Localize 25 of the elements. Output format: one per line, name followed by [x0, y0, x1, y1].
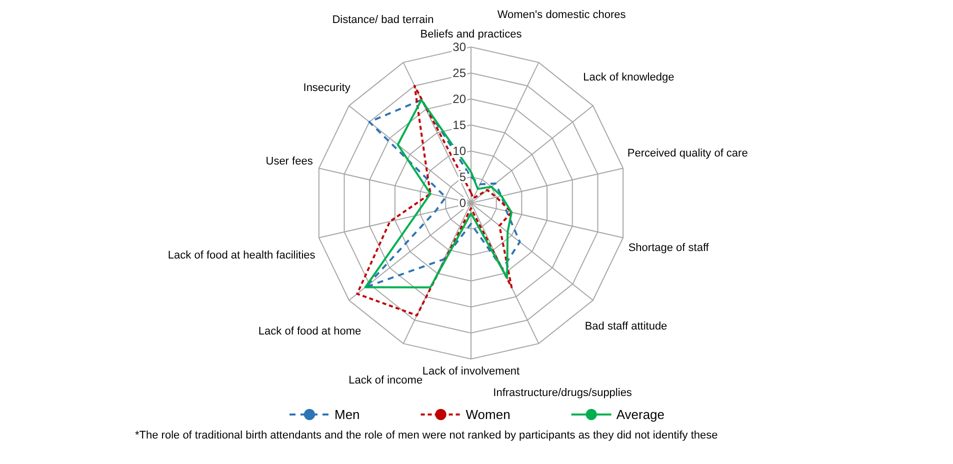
y-tick-label: 25 [452, 66, 466, 80]
spoke-label: Women's domestic chores [497, 8, 626, 21]
spoke-label: Lack of food at home [258, 326, 362, 338]
spoke-label: Lack of income [348, 374, 423, 386]
y-tick-label: 30 [452, 40, 466, 54]
legend-label: Women [466, 407, 510, 422]
spoke-label: Lack of involvement [422, 366, 520, 378]
spoke-label: Beliefs and practices [420, 28, 522, 40]
y-tick-label: 15 [452, 118, 466, 132]
spoke-label: Bad staff attitude [584, 320, 668, 333]
y-tick-label: 10 [452, 144, 466, 158]
y-tick-label: 20 [452, 92, 466, 106]
spoke-label: Insecurity [303, 82, 351, 94]
y-tick-label: 5 [459, 170, 466, 184]
spoke-label: Lack of food at health facilities [168, 249, 316, 262]
spoke-label: Distance/ bad terrain [332, 14, 434, 26]
legend-label: Men [334, 407, 360, 422]
spoke-label: Perceived quality of care [627, 148, 748, 160]
legend-label: Average [616, 407, 665, 422]
text: *The role of traditional birth attendants and the role of men were not ranked by participants as they did not identify these [135, 430, 718, 442]
y-tick-label: 0 [459, 196, 466, 210]
spoke-label: Infrastructure/drugs/supplies [493, 387, 632, 400]
spoke-label: User fees [266, 156, 314, 168]
spoke-label: Shortage of staff [628, 242, 710, 254]
spoke-label: Lack of knowledge [583, 71, 674, 84]
